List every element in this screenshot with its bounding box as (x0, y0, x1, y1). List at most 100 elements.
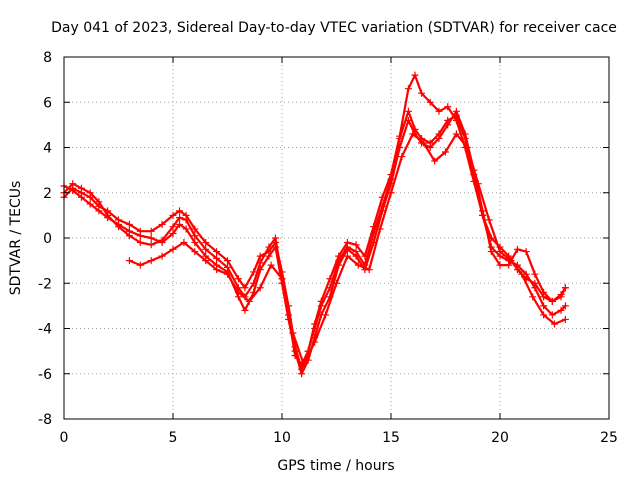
data-point-marker (176, 207, 184, 215)
data-point-marker (378, 202, 386, 210)
data-point-marker (213, 266, 221, 274)
data-point-marker (317, 302, 325, 310)
data-point-marker (354, 261, 362, 269)
data-point-marker (245, 297, 253, 305)
data-point-marker (256, 259, 264, 267)
data-point-marker (202, 257, 210, 265)
series-line (63, 110, 567, 366)
data-point-marker (136, 261, 144, 269)
data-point-marker (250, 268, 258, 276)
series-track-b (60, 107, 569, 378)
data-point-marker (333, 279, 340, 287)
data-point-marker (169, 245, 177, 253)
data-point-marker (213, 254, 221, 262)
series-track-c (60, 107, 569, 369)
axis-ticks: 0 5 10 15 20 25 -8 -6 -4 -2 0 2 4 6 8 (38, 50, 618, 446)
data-point-marker (561, 302, 569, 310)
data-point-marker (426, 98, 434, 106)
data-point-marker (224, 263, 231, 271)
data-point-marker (77, 184, 85, 192)
data-point-marker (169, 229, 177, 237)
data-point-marker (136, 232, 144, 240)
data-point-marker (404, 107, 412, 115)
data-point-marker (444, 116, 452, 124)
data-point-marker (213, 248, 221, 256)
data-point-marker (452, 112, 460, 120)
data-point-marker (404, 85, 412, 93)
data-point-marker (202, 245, 210, 253)
x-tick-label: 5 (169, 430, 178, 446)
data-point-marker (250, 279, 258, 287)
data-point-marker (479, 211, 487, 219)
data-point-marker (265, 252, 273, 260)
data-point-marker (86, 200, 94, 208)
data-point-marker (561, 284, 569, 292)
x-axis-label: GPS time / hours (277, 458, 394, 474)
data-point-marker (496, 248, 504, 256)
data-point-marker (224, 257, 231, 265)
data-point-marker (463, 144, 471, 151)
data-point-marker (409, 130, 417, 138)
data-point-marker (136, 239, 144, 247)
y-tick-label: -4 (38, 322, 52, 338)
data-point-marker (69, 180, 77, 188)
y-tick-label: 6 (43, 95, 52, 111)
data-point-marker (435, 107, 443, 115)
data-point-marker (158, 220, 166, 228)
data-point-marker (507, 257, 515, 265)
data-point-marker (561, 315, 569, 323)
x-tick-label: 15 (382, 430, 400, 446)
data-point-marker (278, 275, 286, 283)
data-point-marker (265, 243, 273, 251)
y-tick-label: 4 (43, 141, 52, 157)
data-point-marker (256, 252, 264, 260)
data-point-marker (518, 270, 526, 278)
data-point-marker (69, 186, 77, 194)
data-point-marker (343, 243, 351, 251)
y-tick-label: 2 (43, 186, 52, 202)
data-point-marker (224, 270, 231, 278)
data-point-marker (370, 229, 378, 237)
data-point-marker (147, 227, 155, 235)
data-point-marker (522, 248, 530, 256)
data-point-marker (387, 175, 395, 183)
data-point-marker (104, 211, 112, 219)
data-point-marker (191, 232, 199, 240)
data-point-marker (311, 325, 319, 332)
grid (64, 57, 609, 419)
data-point-marker (300, 361, 308, 369)
x-tick-label: 20 (491, 430, 509, 446)
data-point-marker (531, 284, 539, 292)
data-point-marker (411, 71, 419, 79)
data-point-marker (376, 225, 384, 233)
data-point-marker (540, 288, 548, 296)
data-point-marker (147, 234, 155, 242)
data-point-marker (485, 216, 493, 224)
data-point-marker (95, 198, 103, 206)
data-point-marker (426, 139, 434, 147)
data-point-marker (180, 239, 188, 247)
data-point-marker (234, 275, 242, 283)
data-point-marker (352, 241, 360, 249)
data-point-marker (291, 352, 299, 360)
data-point-marker (496, 261, 504, 269)
data-point-marker (387, 189, 395, 197)
data-point-marker (557, 293, 565, 301)
data-point-marker (343, 252, 351, 260)
data-point-marker (125, 220, 133, 228)
data-point-marker (531, 270, 539, 278)
data-point-marker (398, 153, 406, 161)
data-point-marker (461, 134, 469, 142)
data-point-marker (158, 236, 166, 244)
data-point-marker (442, 148, 449, 156)
data-point-marker (452, 130, 460, 138)
data-point-marker (95, 207, 103, 215)
data-point-marker (311, 338, 319, 346)
data-point-marker (234, 288, 242, 296)
data-point-marker (115, 223, 122, 231)
data-point-marker (474, 180, 482, 188)
data-point-marker (182, 216, 190, 224)
y-tick-label: -6 (38, 367, 52, 383)
y-tick-label: 0 (43, 231, 52, 247)
